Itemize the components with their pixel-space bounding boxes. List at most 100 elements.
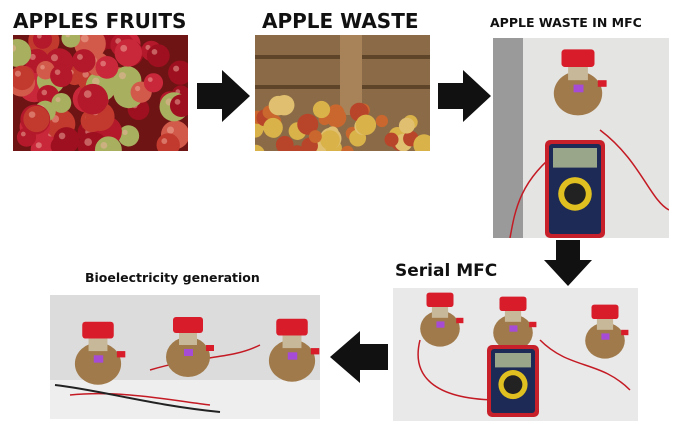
highlight bbox=[37, 34, 42, 39]
arrow bbox=[438, 70, 491, 122]
neck bbox=[597, 317, 613, 330]
apple bbox=[385, 133, 399, 147]
electrode bbox=[436, 321, 444, 327]
highlight bbox=[120, 45, 127, 52]
cap bbox=[276, 319, 308, 336]
cap bbox=[500, 297, 527, 311]
bioelectricity-photo bbox=[50, 295, 320, 419]
label: Serial MFC bbox=[395, 261, 497, 281]
clip bbox=[598, 80, 607, 87]
highlight bbox=[81, 35, 89, 43]
apple bbox=[376, 115, 388, 127]
apple bbox=[168, 61, 192, 85]
diagram: APPLES FRUITS APPLE WASTE APPLE WASTE IN… bbox=[0, 0, 674, 426]
clip bbox=[117, 351, 125, 357]
electrode bbox=[601, 333, 609, 339]
neck bbox=[432, 305, 448, 318]
meter-knob bbox=[564, 183, 586, 205]
electrode bbox=[184, 349, 193, 356]
apple bbox=[147, 44, 170, 67]
mfc-photo bbox=[493, 38, 669, 238]
neck bbox=[179, 331, 197, 345]
apple bbox=[144, 73, 163, 92]
highlight bbox=[148, 77, 153, 82]
apple bbox=[157, 133, 180, 156]
highlight bbox=[41, 90, 47, 96]
label: APPLES FRUITS bbox=[13, 9, 186, 33]
highlight bbox=[161, 138, 167, 144]
highlight bbox=[152, 49, 158, 55]
highlight bbox=[167, 127, 174, 134]
highlight bbox=[119, 72, 126, 79]
label: APPLE WASTE IN MFC bbox=[490, 15, 642, 30]
clip bbox=[456, 318, 463, 323]
apple bbox=[341, 146, 354, 159]
highlight bbox=[21, 132, 26, 137]
apple bbox=[290, 145, 304, 159]
cap bbox=[562, 49, 595, 67]
highlight bbox=[15, 71, 21, 77]
apple bbox=[10, 66, 35, 91]
apple bbox=[3, 39, 31, 67]
highlight bbox=[29, 111, 36, 118]
highlight bbox=[77, 54, 83, 60]
highlight bbox=[9, 45, 16, 52]
electrode bbox=[509, 325, 517, 331]
electrode bbox=[94, 355, 103, 362]
apple bbox=[51, 93, 71, 113]
highlight bbox=[51, 54, 58, 61]
apple bbox=[72, 49, 95, 72]
apple bbox=[320, 130, 340, 150]
apple bbox=[95, 136, 122, 163]
highlight bbox=[59, 133, 66, 140]
apple bbox=[96, 56, 119, 79]
apple bbox=[309, 130, 322, 143]
apple bbox=[263, 118, 283, 138]
neck bbox=[568, 65, 588, 80]
apple bbox=[78, 84, 109, 115]
apple bbox=[53, 127, 79, 153]
highlight bbox=[122, 130, 127, 135]
highlight bbox=[100, 61, 106, 67]
highlight bbox=[84, 138, 92, 146]
apple bbox=[399, 118, 415, 134]
apple bbox=[23, 106, 49, 132]
highlight bbox=[173, 66, 179, 72]
clip bbox=[621, 330, 628, 335]
serial-mfc-photo bbox=[393, 288, 638, 421]
highlight bbox=[36, 142, 42, 148]
highlight bbox=[84, 90, 92, 98]
highlight bbox=[135, 86, 140, 91]
electrode bbox=[288, 352, 297, 359]
arrow bbox=[197, 70, 250, 122]
arrow bbox=[330, 331, 388, 383]
label: APPLE WASTE bbox=[262, 9, 419, 33]
apple-waste-photo bbox=[247, 35, 435, 163]
cap bbox=[592, 305, 619, 319]
neck bbox=[283, 333, 302, 348]
neck bbox=[89, 336, 108, 351]
apples-photo bbox=[3, 25, 192, 163]
cap bbox=[173, 317, 203, 333]
highlight bbox=[40, 65, 45, 70]
cap bbox=[82, 322, 114, 339]
apple bbox=[413, 134, 434, 155]
apple bbox=[269, 96, 288, 115]
apple bbox=[313, 101, 330, 118]
clip bbox=[311, 348, 319, 354]
apple bbox=[115, 39, 142, 66]
apple bbox=[50, 65, 72, 87]
meter-screen bbox=[553, 148, 597, 168]
meter-screen bbox=[495, 353, 531, 367]
clip bbox=[206, 345, 214, 351]
highlight bbox=[175, 99, 181, 105]
highlight bbox=[65, 33, 70, 38]
cap bbox=[427, 293, 454, 307]
electrode bbox=[574, 85, 584, 93]
apple bbox=[276, 136, 294, 154]
highlight bbox=[101, 142, 108, 149]
apple bbox=[247, 145, 265, 163]
table bbox=[493, 38, 523, 238]
highlight bbox=[55, 69, 61, 75]
meter-knob bbox=[504, 375, 523, 394]
